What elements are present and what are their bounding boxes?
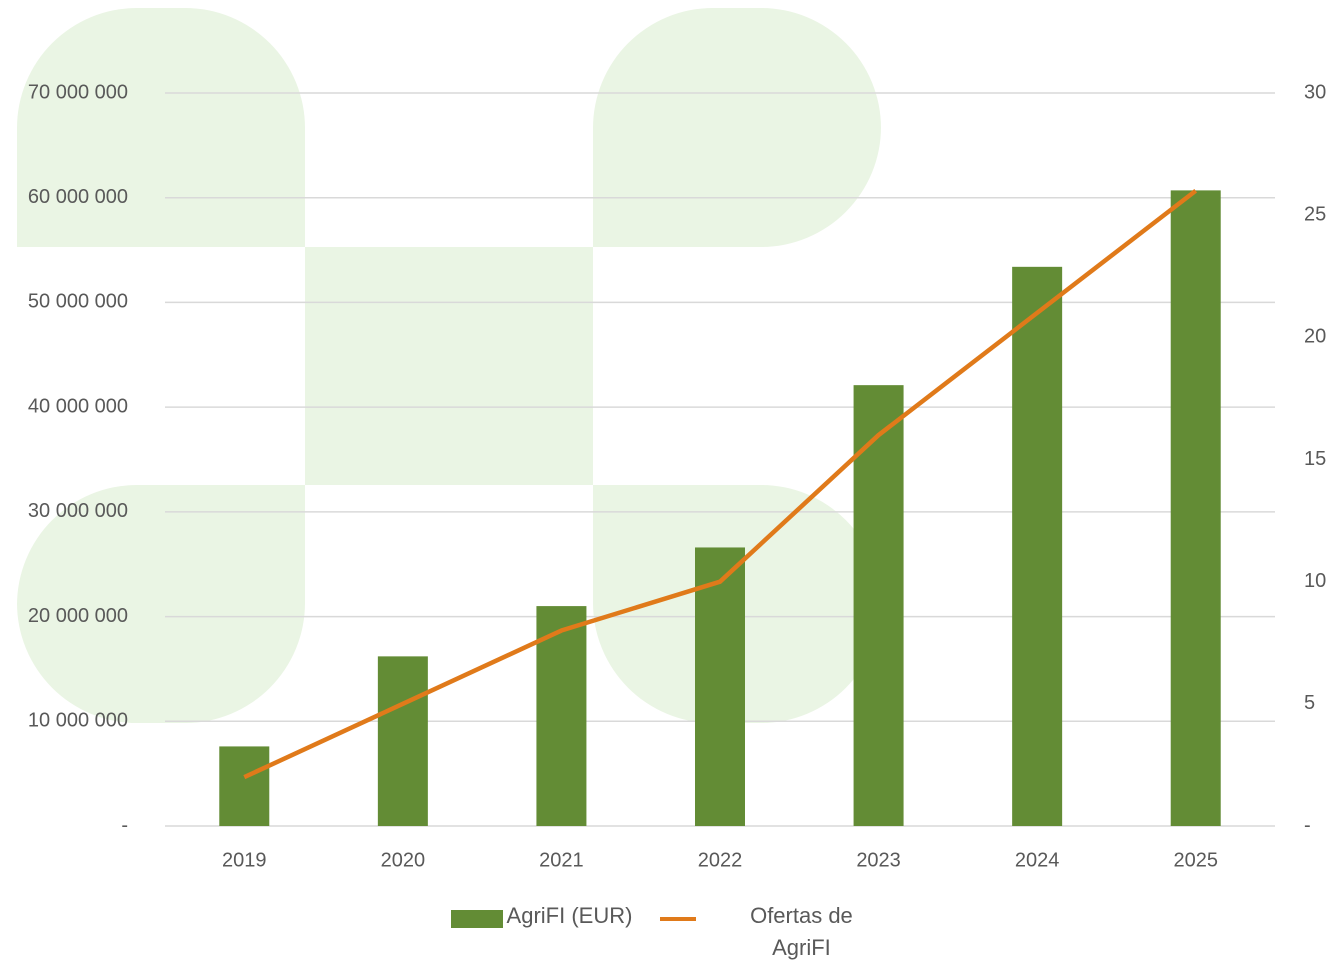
y2-tick-label: - (1304, 814, 1311, 836)
legend-label: Ofertas de AgriFI (750, 903, 853, 960)
y2-tick-label: 15 (1304, 448, 1326, 470)
y2-tick-label: 30 (1304, 81, 1326, 103)
y-tick-label: 60 000 000 (28, 186, 128, 208)
y-tick-label: 40 000 000 (28, 395, 128, 417)
y-tick-label: 70 000 000 (28, 81, 128, 103)
bar (695, 547, 745, 826)
x-tick-label: 2019 (222, 849, 267, 871)
legend: AgriFI (EUR) Ofertas de AgriFI (0, 900, 1327, 964)
background-decoration (17, 8, 881, 723)
x-tick-label: 2021 (539, 849, 584, 871)
y-tick-label: 50 000 000 (28, 291, 128, 313)
y-tick-label: 20 000 000 (28, 605, 128, 627)
legend-swatch (450, 910, 503, 928)
y2-tick-label: 5 (1304, 692, 1315, 714)
x-tick-label: 2023 (856, 849, 901, 871)
legend-swatch (660, 917, 697, 921)
x-tick-label: 2025 (1173, 849, 1218, 871)
bar (536, 606, 587, 826)
line-series (243, 188, 1198, 780)
bar (1170, 190, 1221, 827)
x-tick-label: 2022 (698, 849, 743, 871)
legend-item: AgriFI (EUR) (450, 900, 633, 932)
x-tick-label: 2020 (381, 849, 426, 871)
legend-item: Ofertas de AgriFI (660, 900, 876, 964)
y2-tick-label: 10 (1304, 570, 1326, 592)
bar (1012, 266, 1063, 827)
bar (219, 746, 270, 826)
y2-tick-label: 20 (1304, 326, 1326, 348)
y-tick-label: 30 000 000 (28, 500, 128, 522)
y-tick-label: 10 000 000 (28, 710, 128, 732)
y2-tick-label: 25 (1304, 203, 1326, 225)
x-tick-label: 2024 (1015, 849, 1060, 871)
bar (853, 385, 904, 826)
y-tick-label: - (121, 814, 128, 836)
legend-label: AgriFI (EUR) (506, 903, 633, 928)
bar (377, 656, 428, 826)
